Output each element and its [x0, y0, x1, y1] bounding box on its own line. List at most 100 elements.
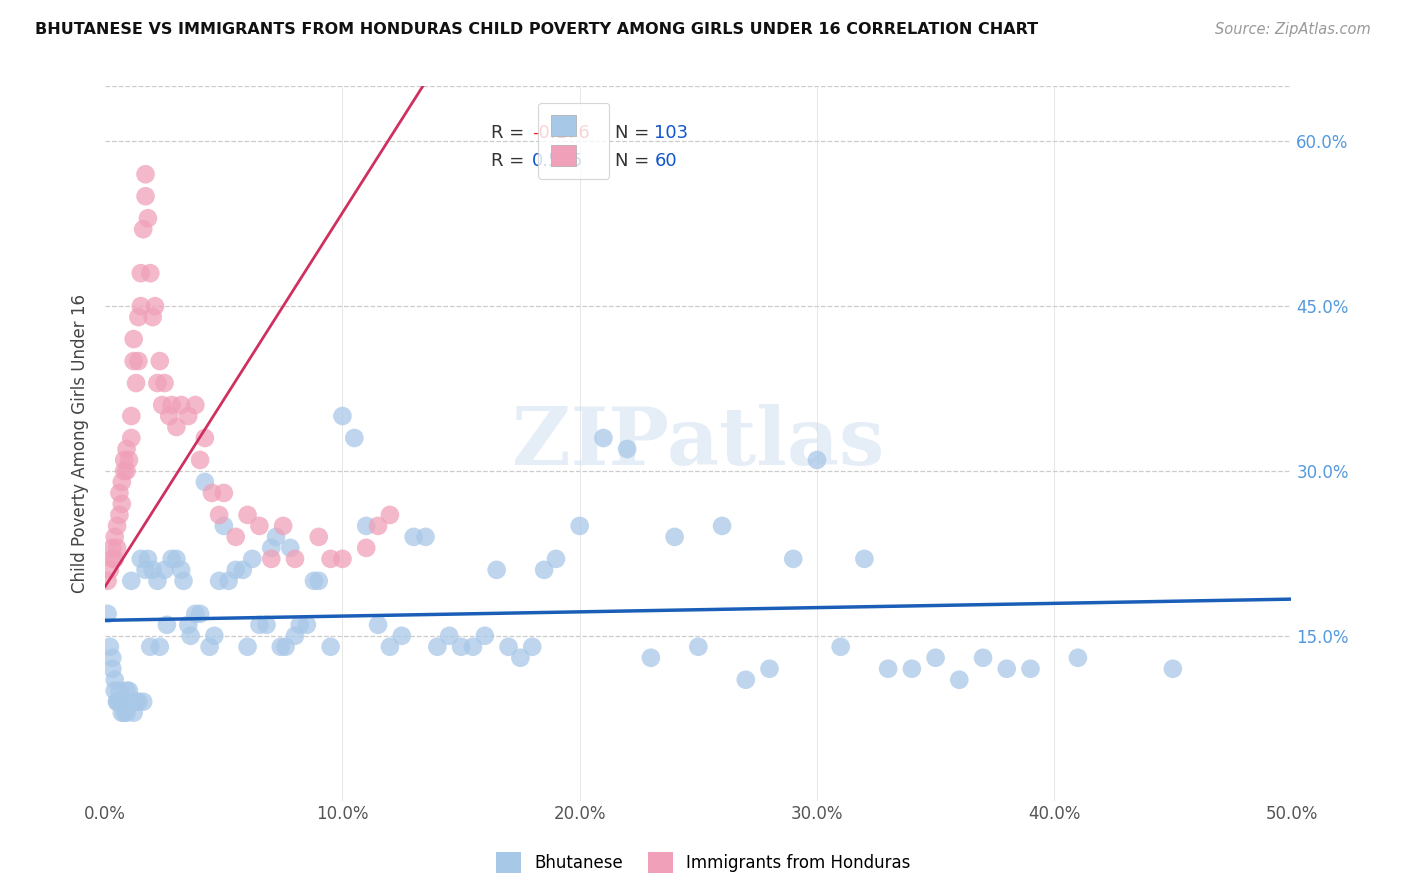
Point	[319, 552, 342, 566]
Point	[132, 695, 155, 709]
Point	[105, 541, 128, 555]
Point	[218, 574, 240, 588]
Point	[111, 475, 134, 489]
Text: R =: R =	[491, 153, 530, 170]
Point	[295, 617, 318, 632]
Point	[343, 431, 366, 445]
Point	[188, 453, 211, 467]
Point	[264, 530, 287, 544]
Point	[105, 695, 128, 709]
Point	[111, 695, 134, 709]
Point	[129, 266, 152, 280]
Point	[367, 617, 389, 632]
Point	[177, 409, 200, 423]
Point	[208, 508, 231, 522]
Point	[391, 629, 413, 643]
Point	[225, 530, 247, 544]
Point	[101, 662, 124, 676]
Point	[112, 453, 135, 467]
Point	[924, 650, 946, 665]
Point	[104, 552, 127, 566]
Point	[129, 552, 152, 566]
Point	[194, 431, 217, 445]
Point	[284, 552, 307, 566]
Point	[354, 541, 377, 555]
Point	[758, 662, 780, 676]
Point	[308, 574, 330, 588]
Point	[212, 519, 235, 533]
Point	[160, 398, 183, 412]
Y-axis label: Child Poverty Among Girls Under 16: Child Poverty Among Girls Under 16	[72, 294, 89, 593]
Point	[104, 530, 127, 544]
Point	[474, 629, 496, 643]
Point	[156, 617, 179, 632]
Legend:  ,  : ,	[538, 103, 609, 178]
Point	[533, 563, 555, 577]
Point	[450, 640, 472, 654]
Point	[208, 574, 231, 588]
Point	[302, 574, 325, 588]
Point	[439, 629, 461, 643]
Point	[120, 431, 142, 445]
Point	[830, 640, 852, 654]
Point	[127, 695, 149, 709]
Point	[485, 563, 508, 577]
Point	[256, 617, 278, 632]
Point	[177, 617, 200, 632]
Point	[1161, 662, 1184, 676]
Point	[153, 563, 176, 577]
Point	[498, 640, 520, 654]
Point	[426, 640, 449, 654]
Point	[616, 442, 638, 456]
Point	[180, 629, 202, 643]
Point	[640, 650, 662, 665]
Point	[270, 640, 292, 654]
Point	[877, 662, 900, 676]
Point	[139, 266, 162, 280]
Point	[184, 607, 207, 621]
Point	[260, 541, 283, 555]
Point	[225, 563, 247, 577]
Text: Source: ZipAtlas.com: Source: ZipAtlas.com	[1215, 22, 1371, 37]
Point	[354, 519, 377, 533]
Point	[142, 310, 165, 325]
Point	[461, 640, 484, 654]
Point	[509, 650, 531, 665]
Point	[139, 640, 162, 654]
Point	[592, 431, 614, 445]
Text: BHUTANESE VS IMMIGRANTS FROM HONDURAS CHILD POVERTY AMONG GIRLS UNDER 16 CORRELA: BHUTANESE VS IMMIGRANTS FROM HONDURAS CH…	[35, 22, 1038, 37]
Point	[135, 167, 157, 181]
Point	[332, 552, 354, 566]
Point	[104, 673, 127, 687]
Point	[157, 409, 180, 423]
Point	[236, 508, 259, 522]
Legend: Bhutanese, Immigrants from Honduras: Bhutanese, Immigrants from Honduras	[489, 846, 917, 880]
Point	[108, 486, 131, 500]
Point	[115, 683, 138, 698]
Point	[122, 354, 145, 368]
Point	[118, 453, 141, 467]
Point	[972, 650, 994, 665]
Point	[108, 508, 131, 522]
Point	[278, 541, 301, 555]
Point	[118, 683, 141, 698]
Point	[332, 409, 354, 423]
Point	[568, 519, 591, 533]
Point	[153, 376, 176, 390]
Point	[127, 310, 149, 325]
Point	[98, 640, 121, 654]
Text: N =: N =	[616, 124, 655, 142]
Point	[146, 376, 169, 390]
Point	[104, 683, 127, 698]
Point	[274, 640, 297, 654]
Point	[101, 552, 124, 566]
Point	[198, 640, 221, 654]
Point	[184, 398, 207, 412]
Point	[160, 552, 183, 566]
Point	[108, 683, 131, 698]
Point	[149, 640, 172, 654]
Point	[367, 519, 389, 533]
Point	[101, 650, 124, 665]
Point	[260, 552, 283, 566]
Point	[782, 552, 804, 566]
